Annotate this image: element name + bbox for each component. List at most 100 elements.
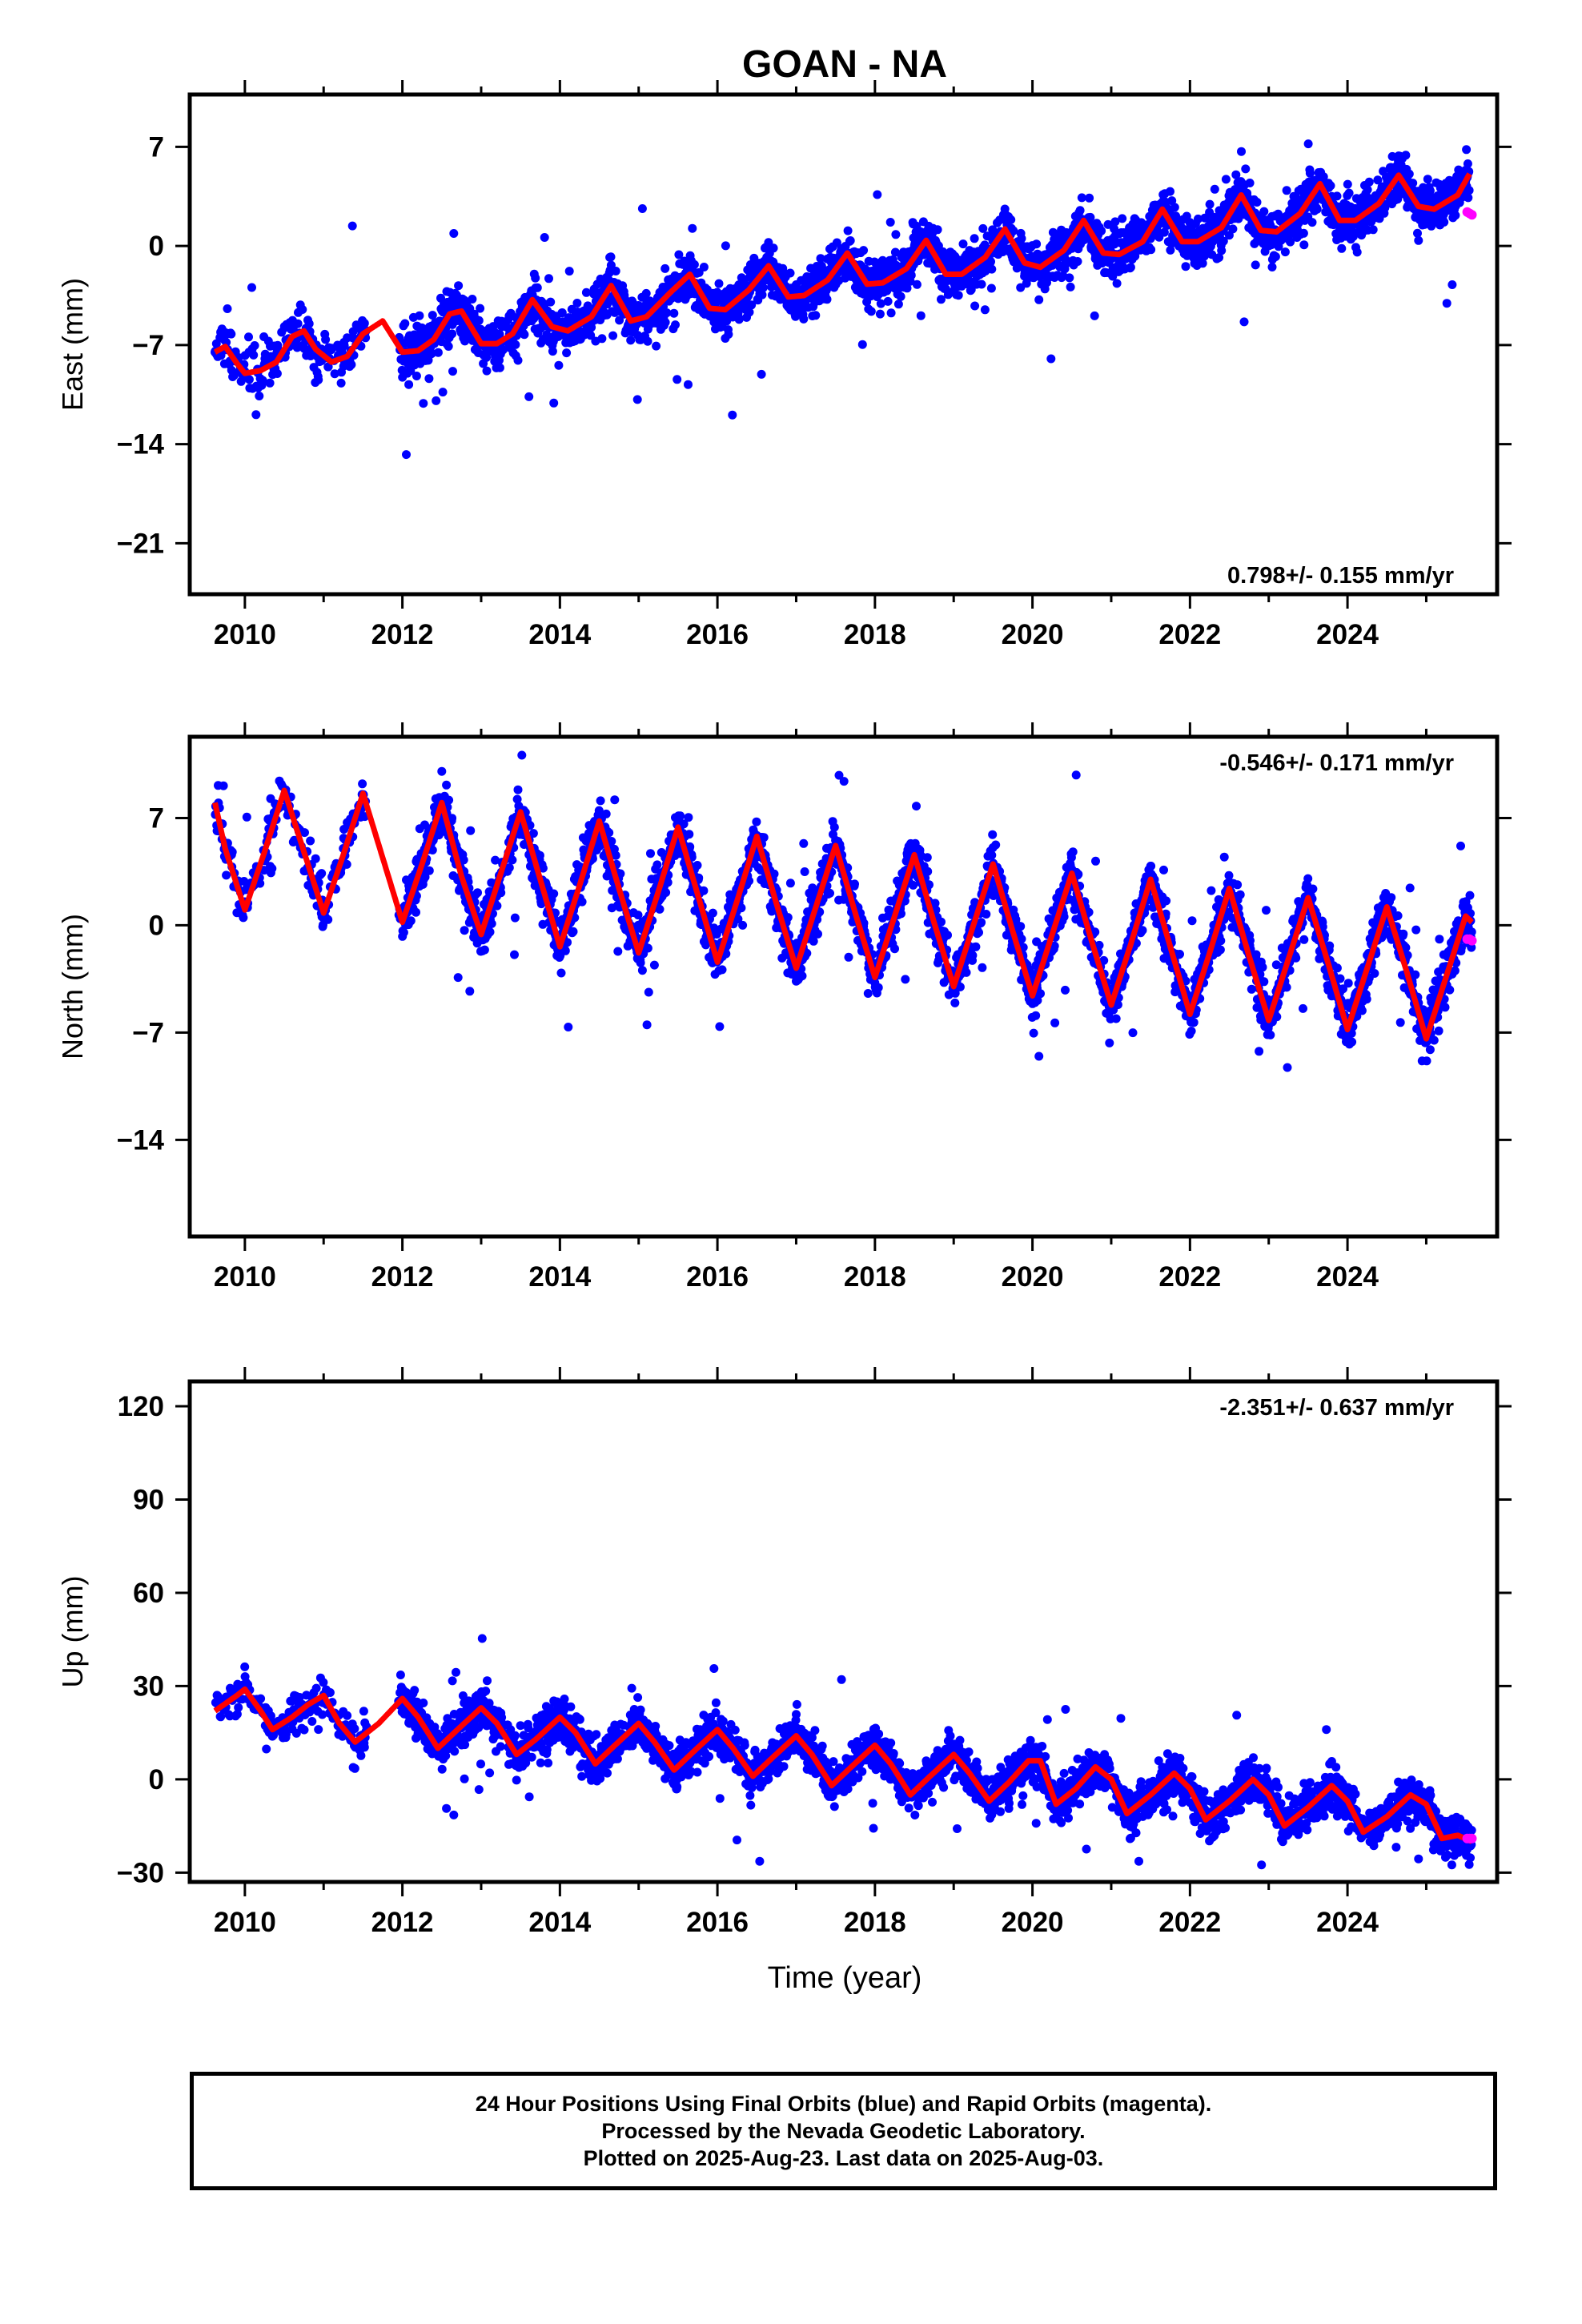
final-orbit-point (1219, 236, 1228, 246)
final-orbit-point (314, 375, 323, 384)
final-orbit-point (1408, 179, 1418, 188)
final-orbit-point (1319, 172, 1328, 182)
final-orbit-point (601, 809, 611, 818)
final-orbit-point (524, 392, 534, 401)
final-orbit-point (652, 860, 662, 870)
final-orbit-point (1075, 206, 1085, 215)
final-orbit-point (1215, 253, 1224, 263)
final-orbit-point (535, 850, 544, 860)
final-orbit-point (1159, 227, 1169, 237)
final-orbit-point (223, 304, 232, 313)
final-orbit-point (699, 886, 709, 895)
final-orbit-point (544, 274, 553, 283)
final-orbit-point (531, 273, 540, 283)
final-orbit-point (1252, 198, 1262, 207)
final-orbit-point (1280, 247, 1290, 257)
final-orbit-point (358, 779, 367, 789)
final-orbit-point (1103, 219, 1113, 229)
final-orbit-point (227, 329, 236, 339)
final-orbit-point (1167, 196, 1177, 206)
final-orbit-point (491, 855, 500, 865)
final-orbit-point (433, 348, 443, 357)
rate-annotation-east: 0.798+/- 0.155 mm/yr (1227, 563, 1454, 589)
final-orbit-point (1126, 263, 1135, 272)
final-orbit-point (923, 866, 933, 876)
final-orbit-point (1146, 245, 1156, 255)
final-orbit-point (986, 257, 995, 267)
final-orbit-point (799, 838, 809, 848)
final-orbit-point (1130, 251, 1140, 261)
final-orbit-point (1066, 282, 1075, 292)
final-orbit-point (685, 842, 695, 851)
final-orbit-point (1352, 247, 1362, 257)
final-orbit-point (468, 295, 477, 304)
final-orbit-point (1112, 279, 1122, 288)
final-orbit-point (538, 863, 548, 873)
final-orbit-point (643, 336, 652, 346)
final-orbit-point (596, 796, 605, 806)
x-tick-label: 2012 (371, 619, 434, 650)
final-orbit-point (560, 946, 570, 955)
final-orbit-point (311, 854, 320, 863)
final-orbit-point (758, 283, 768, 292)
final-orbit-point (549, 398, 559, 408)
final-orbit-point (893, 300, 903, 309)
final-orbit-point (1210, 184, 1219, 194)
final-orbit-point (1032, 239, 1042, 249)
final-orbit-point (977, 279, 986, 289)
final-orbit-point (1006, 215, 1016, 224)
final-orbit-point (909, 880, 918, 890)
final-orbit-point (473, 888, 482, 898)
final-orbit-point (839, 777, 849, 786)
final-orbit-point (304, 319, 314, 328)
final-orbit-point (1073, 257, 1082, 266)
final-orbit-point (1065, 273, 1074, 283)
x-ticks-east: 2010 2012 2014 2016 2018 2020 2022 2024 (214, 80, 1427, 650)
final-orbit-point (661, 263, 670, 273)
final-orbit-point (1404, 169, 1414, 179)
final-orbit-point (1234, 214, 1243, 223)
final-orbit-point (676, 811, 685, 821)
final-orbit-point (902, 283, 912, 293)
final-orbit-point (721, 241, 730, 251)
final-orbit-point (626, 336, 636, 345)
final-orbit-point (886, 308, 896, 318)
final-orbit-point (863, 989, 873, 998)
final-orbit-point (1413, 228, 1422, 238)
final-orbit-point (546, 297, 556, 307)
final-orbit-point (480, 945, 489, 955)
final-orbit-point (508, 855, 517, 865)
final-orbit-point (1299, 228, 1308, 238)
final-orbit-point (822, 295, 832, 304)
final-orbit-point (412, 372, 421, 380)
final-orbit-point (883, 296, 893, 306)
final-orbit-point (825, 888, 834, 898)
final-orbit-point (347, 221, 357, 231)
x-tick-label: 2010 (214, 619, 276, 650)
final-orbit-point (562, 348, 572, 358)
x-tick-label: 2024 (1316, 619, 1379, 650)
final-orbit-point (1414, 235, 1423, 245)
final-orbit-point (487, 919, 496, 928)
final-orbit-point (586, 331, 596, 340)
final-orbit-point (652, 341, 661, 351)
final-orbit-point (641, 288, 651, 298)
final-orbit-point (438, 388, 448, 397)
panels: 2010 2012 2014 2016 2018 2020 2022 202470−7−14−… (56, 80, 1512, 1938)
final-orbit-point (684, 813, 693, 822)
final-orbit-point (1332, 191, 1342, 201)
final-orbit-point (607, 837, 616, 846)
final-orbit-point (244, 332, 253, 342)
final-orbit-point (1118, 214, 1127, 223)
final-orbit-point (482, 366, 492, 376)
plot-frame-east (187, 92, 1500, 597)
final-orbit-point (745, 876, 754, 886)
final-orbit-point (1046, 354, 1056, 364)
final-orbit-point (843, 226, 853, 235)
final-orbit-point (757, 369, 766, 379)
plot-area-east (211, 139, 1477, 460)
final-orbit-point (850, 879, 859, 889)
final-orbit-point (1305, 168, 1315, 178)
final-orbit-point (633, 911, 643, 920)
final-orbit-point (783, 913, 793, 923)
